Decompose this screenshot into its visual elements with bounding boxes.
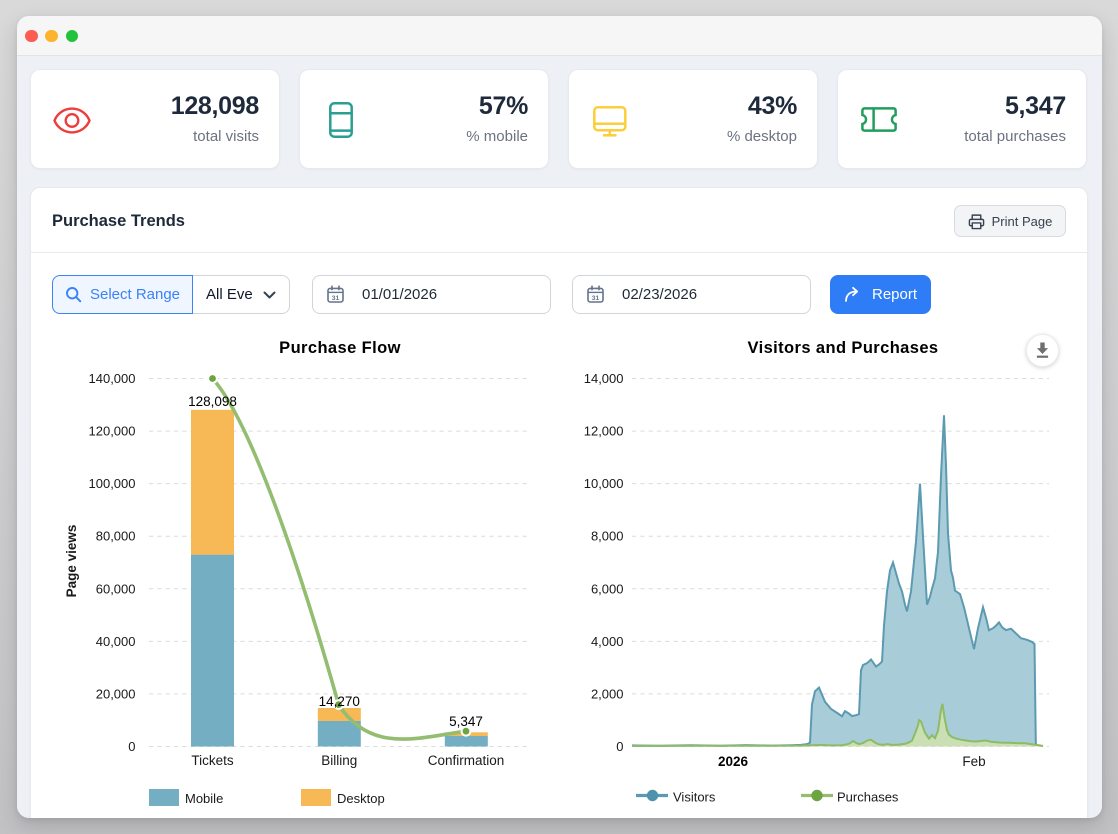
svg-text:60,000: 60,000 bbox=[96, 581, 136, 596]
svg-text:12,000: 12,000 bbox=[584, 424, 624, 439]
svg-text:Feb: Feb bbox=[962, 754, 985, 769]
svg-text:2026: 2026 bbox=[718, 754, 749, 769]
svg-text:Visitors and Purchases: Visitors and Purchases bbox=[748, 339, 939, 357]
svg-text:14,000: 14,000 bbox=[584, 371, 624, 386]
svg-text:5,347: 5,347 bbox=[449, 714, 483, 729]
svg-text:140,000: 140,000 bbox=[89, 371, 136, 386]
svg-text:20,000: 20,000 bbox=[96, 686, 136, 701]
svg-text:100,000: 100,000 bbox=[89, 476, 136, 491]
svg-text:0: 0 bbox=[616, 739, 623, 754]
svg-text:0: 0 bbox=[128, 739, 135, 754]
svg-text:Desktop: Desktop bbox=[337, 791, 385, 806]
svg-text:Page views: Page views bbox=[64, 525, 79, 598]
svg-text:80,000: 80,000 bbox=[96, 529, 136, 544]
svg-text:Purchase Flow: Purchase Flow bbox=[279, 339, 401, 357]
svg-text:6,000: 6,000 bbox=[591, 581, 624, 596]
svg-text:4,000: 4,000 bbox=[591, 634, 624, 649]
svg-text:Billing: Billing bbox=[321, 753, 357, 768]
svg-text:Confirmation: Confirmation bbox=[428, 753, 505, 768]
svg-text:40,000: 40,000 bbox=[96, 634, 136, 649]
svg-text:Mobile: Mobile bbox=[185, 791, 223, 806]
svg-text:31: 31 bbox=[332, 295, 340, 302]
svg-text:8,000: 8,000 bbox=[591, 529, 624, 544]
svg-text:Tickets: Tickets bbox=[191, 753, 234, 768]
svg-text:Purchases: Purchases bbox=[837, 790, 899, 805]
svg-text:128,098: 128,098 bbox=[188, 394, 237, 409]
svg-text:120,000: 120,000 bbox=[89, 424, 136, 439]
svg-text:31: 31 bbox=[592, 295, 600, 302]
svg-text:10,000: 10,000 bbox=[584, 476, 624, 491]
svg-text:2,000: 2,000 bbox=[591, 686, 624, 701]
svg-text:14,270: 14,270 bbox=[319, 694, 360, 709]
svg-text:Visitors: Visitors bbox=[673, 790, 716, 805]
